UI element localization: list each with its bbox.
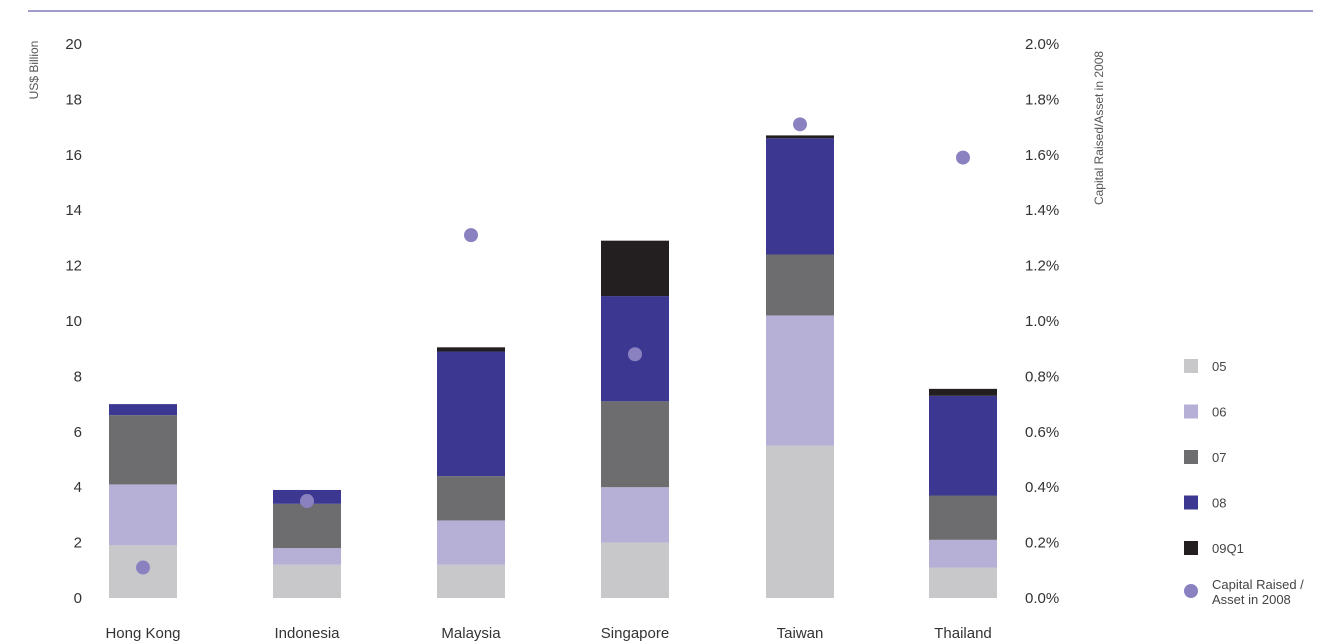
- bar-segment-hong-kong-07: [109, 415, 177, 485]
- right-tick-label: 0.8%: [1025, 368, 1059, 385]
- category-label: Hong Kong: [105, 625, 180, 642]
- right-axis-ticks: 0.0% 0.2% 0.4% 0.6% 0.8% 1.0% 1.2% 1.4% 1.6% 1.8%…: [1025, 36, 1059, 607]
- bars-layer: [109, 135, 997, 598]
- bar-segment-taiwan-09q1: [766, 135, 834, 139]
- right-tick-label: 0.4%: [1025, 479, 1059, 496]
- bar-segment-taiwan-08: [766, 138, 834, 255]
- bar-segment-indonesia-06: [273, 548, 341, 565]
- left-tick-label: 8: [74, 368, 82, 385]
- legend-label: 08: [1212, 496, 1226, 511]
- left-tick-label: 10: [65, 313, 82, 330]
- bar-segment-taiwan-07: [766, 254, 834, 316]
- legend-swatch-05: [1184, 359, 1198, 373]
- ratio-point-singapore: [628, 347, 642, 362]
- bar-segment-taiwan-06: [766, 315, 834, 446]
- category-label: Singapore: [601, 625, 669, 642]
- legend-swatch-07: [1184, 450, 1198, 464]
- right-tick-label: 1.0%: [1025, 313, 1059, 330]
- legend-label: 06: [1212, 405, 1226, 420]
- legend-swatch-ratio: [1184, 584, 1198, 598]
- bar-segment-hong-kong-06: [109, 484, 177, 546]
- legend: 05 06 07 08 09Q1 Capital Raised /Asset in 200…: [1184, 359, 1304, 607]
- right-tick-label: 1.6%: [1025, 147, 1059, 164]
- bar-segment-hong-kong-08: [109, 404, 177, 416]
- left-tick-label: 2: [74, 535, 82, 552]
- left-tick-label: 12: [65, 258, 82, 275]
- left-tick-label: 6: [74, 424, 82, 441]
- bar-segment-indonesia-07: [273, 503, 341, 549]
- bar-segment-thailand-09q1: [929, 388, 997, 396]
- legend-swatch-09q1: [1184, 541, 1198, 555]
- bar-segment-malaysia-05: [437, 564, 505, 598]
- right-tick-label: 1.8%: [1025, 91, 1059, 108]
- legend-label: Capital Raised /: [1212, 577, 1304, 592]
- ratio-point-hong-kong: [136, 560, 150, 575]
- right-axis-title: Capital Raised/Asset in 2008: [1092, 51, 1106, 205]
- left-tick-label: 18: [65, 91, 82, 108]
- bar-segment-malaysia-07: [437, 476, 505, 521]
- left-tick-label: 16: [65, 147, 82, 164]
- left-tick-label: 20: [65, 36, 82, 53]
- bar-segment-thailand-07: [929, 495, 997, 540]
- bar-segment-singapore-07: [601, 401, 669, 488]
- left-axis-title: US$ Billion: [27, 41, 41, 100]
- right-tick-label: 1.2%: [1025, 258, 1059, 275]
- category-label: Taiwan: [777, 625, 824, 642]
- bar-segment-thailand-08: [929, 395, 997, 496]
- category-label: Thailand: [934, 625, 992, 642]
- bar-segment-indonesia-05: [273, 564, 341, 598]
- category-label: Malaysia: [441, 625, 501, 642]
- bar-segment-malaysia-06: [437, 520, 505, 565]
- category-labels: Hong Kong Indonesia Malaysia Singapore Taiwa…: [105, 625, 991, 642]
- category-label: Indonesia: [274, 625, 340, 642]
- right-tick-label: 0.2%: [1025, 535, 1059, 552]
- legend-label: 07: [1212, 450, 1226, 465]
- left-axis-ticks: 0 2 4 6 8 10 12 14 16 18 20: [65, 36, 82, 607]
- legend-swatch-06: [1184, 404, 1198, 419]
- bar-segment-singapore-09q1: [601, 240, 669, 297]
- bar-segment-singapore-06: [601, 487, 669, 543]
- legend-swatch-08: [1184, 495, 1198, 510]
- legend-label: Asset in 2008: [1212, 592, 1291, 607]
- right-tick-label: 1.4%: [1025, 202, 1059, 219]
- right-tick-label: 2.0%: [1025, 36, 1059, 53]
- left-tick-label: 14: [65, 202, 82, 219]
- legend-label: 05: [1212, 359, 1226, 374]
- bar-segment-singapore-05: [601, 542, 669, 598]
- bar-segment-malaysia-08: [437, 351, 505, 477]
- ratio-point-thailand: [956, 150, 970, 165]
- ratio-point-indonesia: [300, 494, 314, 509]
- bar-segment-thailand-06: [929, 539, 997, 568]
- ratio-points-layer: [136, 117, 970, 575]
- bar-segment-thailand-05: [929, 567, 997, 598]
- bar-segment-malaysia-09q1: [437, 347, 505, 352]
- right-tick-label: 0.0%: [1025, 590, 1059, 607]
- legend-label: 09Q1: [1212, 541, 1244, 556]
- left-tick-label: 4: [74, 479, 82, 496]
- ratio-point-malaysia: [464, 228, 478, 243]
- right-tick-label: 0.6%: [1025, 424, 1059, 441]
- left-tick-label: 0: [74, 590, 82, 607]
- ratio-point-taiwan: [793, 117, 807, 132]
- bar-segment-taiwan-05: [766, 445, 834, 598]
